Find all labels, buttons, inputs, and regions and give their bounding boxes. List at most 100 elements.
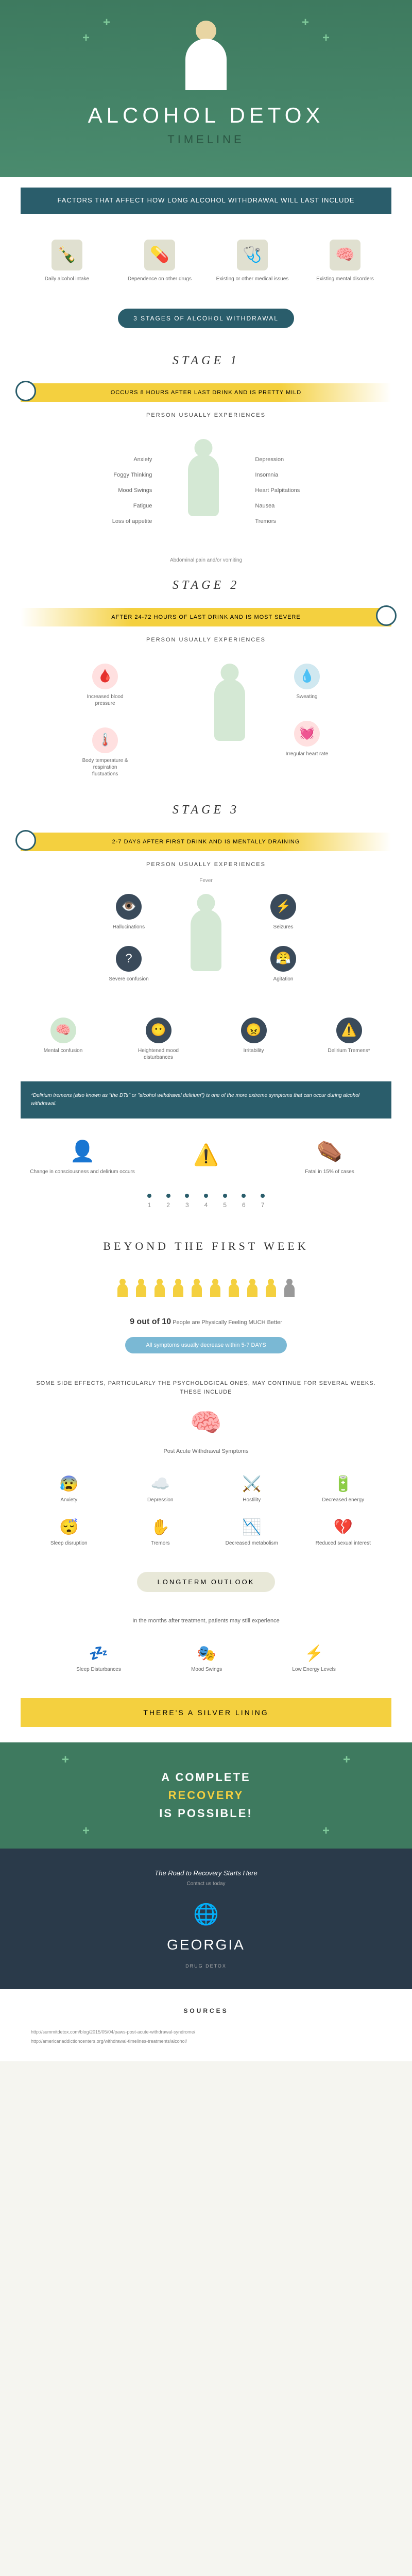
person-icon [115,1279,130,1299]
plus-icon: + [322,1824,330,1838]
silver-lining: THERE'S A SILVER LINING [21,1698,391,1727]
lt-label: Low Energy Levels [292,1667,336,1672]
stage1-title: STAGE 1 [0,354,412,368]
symptom: Anxiety [112,456,152,463]
symptom-label: Severe confusion [103,976,154,982]
factor-icon: 🍾 [52,240,82,270]
paws-label: Anxiety [31,1497,107,1503]
symptom: Depression [255,456,300,463]
stage1-symptoms: AnxietyFoggy ThinkingMood SwingsFatigueL… [0,429,412,552]
paws-title: Post Acute Withdrawal Symptoms [31,1448,381,1454]
body-figure [173,439,234,542]
stage2-timing-text: AFTER 24-72 HOURS OF LAST DRINK AND IS M… [111,614,300,620]
paws-label: Decreased energy [305,1497,382,1503]
symptom: Tremors [255,518,300,524]
factor-icon: 💊 [144,240,175,270]
stat-num: 9 out of 10 [130,1317,171,1326]
factor-label: Existing mental disorders [304,276,386,283]
paws-item: 😴Sleep disruption [31,1518,107,1546]
symptom-icon: 😠 [241,1018,267,1043]
symptom-label: Hallucinations [103,924,154,930]
symptom-label: Delirium Tremens* [316,1047,383,1054]
person-icon [263,1279,279,1299]
factors-banner: FACTORS THAT AFFECT HOW LONG ALCOHOL WIT… [21,188,391,214]
plus-icon: + [322,31,330,45]
day-marker: 7 [261,1201,265,1209]
factor-item: 🍾Daily alcohol intake [26,240,108,283]
symptom-item: 💓Irregular heart rate [281,721,333,757]
lt-label: Sleep Disturbances [76,1667,121,1672]
dt-icon: ⚠️ [150,1143,262,1167]
stage3-sub: PERSON USUALLY EXPERIENCES [0,861,412,868]
person-icon [282,1279,297,1299]
symptom-item: 😶Heightened mood disturbances [125,1018,192,1061]
stage2-title: STAGE 2 [0,579,412,592]
stage3-timing-text: 2-7 DAYS AFTER FIRST DRINK AND IS MENTAL… [112,839,300,845]
recovery-line2: RECOVERY [168,1789,244,1802]
dt-info: *Delirium tremens (also known as "the DT… [21,1081,391,1118]
symptom-item: ? Severe confusion [103,946,154,982]
dt-item: ⚰️ Fatal in 15% of cases [274,1139,385,1176]
stage2-symptoms: 🩸Increased blood pressure🌡️Body temperat… [0,653,412,788]
person-icon [170,1279,186,1299]
symptom-icon: ? [116,946,142,972]
symptom-icon: 🩸 [92,664,118,689]
plus-icon: + [302,15,309,30]
symptom-icon: 💧 [294,664,320,689]
stage1-right: DepressionInsomniaHeart PalpitationsNaus… [255,439,300,542]
stage3-timing: 2-7 DAYS AFTER FIRST DRINK AND IS MENTAL… [21,833,391,851]
stage3-bottom: 🧠 Mental confusion 😶Heightened mood distur… [0,1007,412,1071]
symptom: Nausea [255,503,300,509]
stage3-top: Fever [0,878,412,884]
symptom-item: ⚡Seizures [258,894,309,930]
symptom-label: Mental confusion [30,1047,97,1054]
logo-icon: 🌐 [26,1902,386,1926]
day-marker: 3 [185,1201,189,1209]
footer: The Road to Recovery Starts Here Contact… [0,1849,412,1989]
dt-item: ⚠️ [150,1143,262,1172]
person-icon [245,1279,260,1299]
paws-label: Depression [123,1497,199,1503]
decrease-pill: All symptoms usually decrease within 5-7… [125,1337,286,1353]
footer-title: The Road to Recovery Starts Here [21,1869,391,1877]
symptom-item: 💧Sweating [281,664,333,700]
paws-icon: 💔 [305,1518,382,1536]
lt-item: 💤Sleep Disturbances [76,1645,121,1672]
symptom: Fatigue [112,503,152,509]
person-icon [226,1279,242,1299]
symptom-item: 🧠 Mental confusion [30,1018,97,1061]
source-link: http://americanaddictioncenters.org/with… [31,2037,381,2046]
dt-label: Change in consciousness and delirium occ… [27,1168,138,1176]
lt-icon: ⚡ [292,1645,336,1663]
symptom-icon: 😤 [270,946,296,972]
paws-item: ⚔️Hostility [214,1475,290,1503]
day-marker: 4 [204,1201,208,1209]
dt-icon: ⚰️ [274,1139,385,1163]
stat-label: People are Physically Feeling MUCH Bette… [173,1319,282,1326]
timeline-days: 1234567 [0,1186,412,1224]
symptom-icon: 🧠 [50,1018,76,1043]
plus-icon: + [62,1753,69,1767]
subtitle: TIMELINE [10,133,402,146]
paws-header: SOME SIDE EFFECTS, PARTICULARLY THE PSYC… [31,1379,381,1397]
stage3-title: STAGE 3 [0,803,412,817]
body-figure [199,664,261,767]
dt-label: Fatal in 15% of cases [274,1168,385,1176]
symptom-label: Irregular heart rate [281,751,333,757]
stage1-center: Abdominal pain and/or vomiting [0,557,412,563]
sources: SOURCES http://summitdetox.com/blog/2015… [0,1989,412,2061]
lt-item: 🎭Mood Swings [191,1645,222,1672]
paws-item: 😰Anxiety [31,1475,107,1503]
symptom-icon: 👁️ [116,894,142,920]
day-marker: 5 [223,1201,227,1209]
factor-item: 💊Dependence on other drugs [119,240,200,283]
paws-item: ☁️Depression [123,1475,199,1503]
source-link: http://summitdetox.com/blog/2015/05/04/p… [31,2027,381,2037]
stage1-left: AnxietyFoggy ThinkingMood SwingsFatigueL… [112,439,152,542]
paws-label: Reduced sexual interest [305,1540,382,1546]
recovery-section: + + + + A COMPLETE RECOVERY IS POSSIBLE! [0,1742,412,1849]
day-marker: 2 [166,1201,170,1209]
paws-icon: 😴 [31,1518,107,1536]
symptom-label: Agitation [258,976,309,982]
main-title: ALCOHOL DETOX [10,103,402,128]
